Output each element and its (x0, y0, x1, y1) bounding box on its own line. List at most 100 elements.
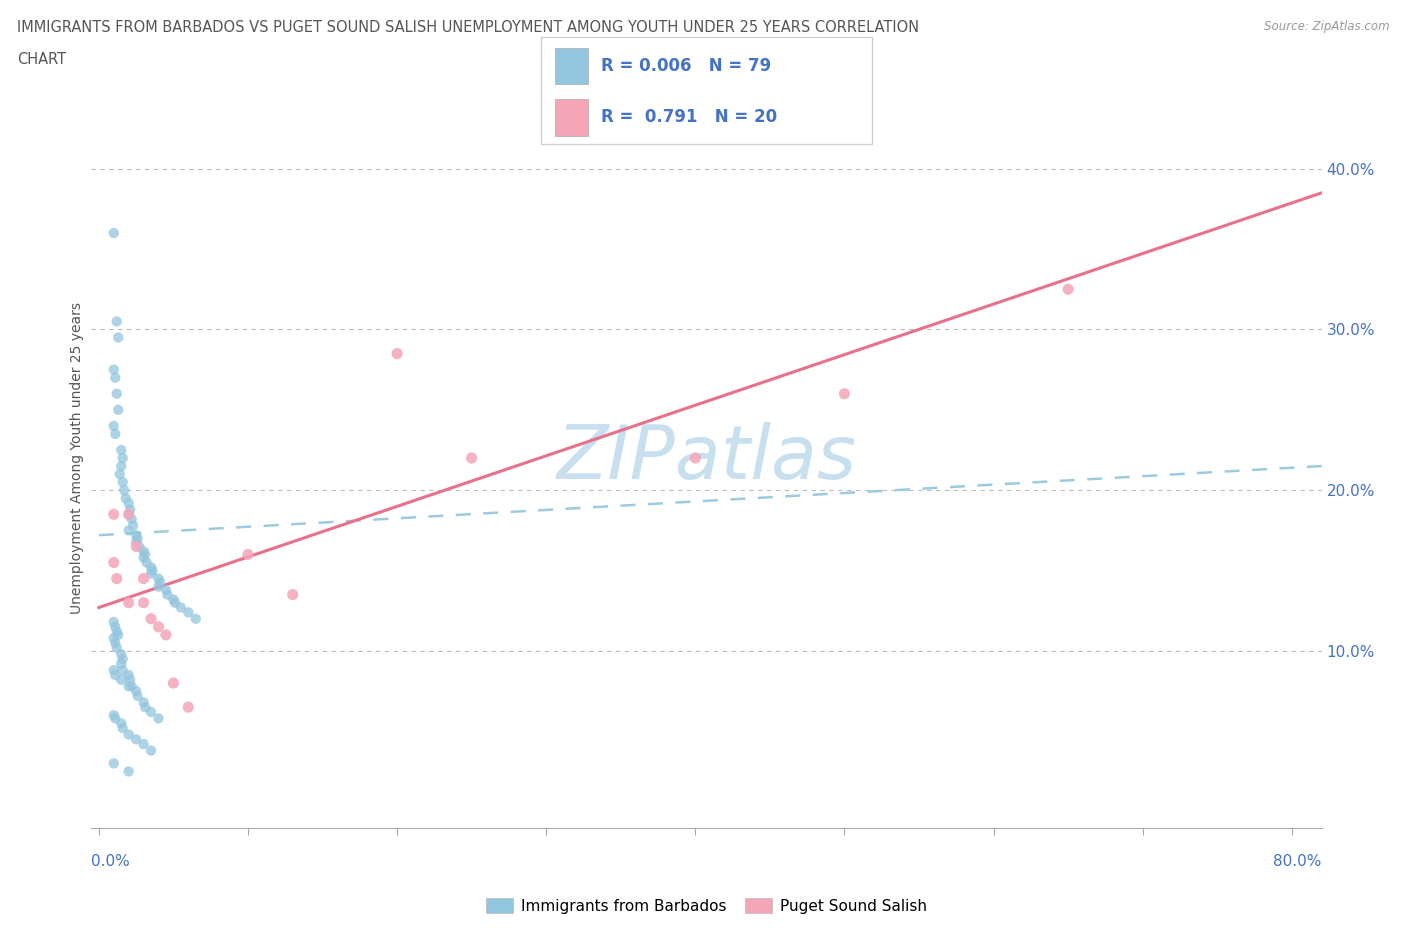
Point (162, 592, 184, 607)
Point (1057, 282, 1080, 297)
Point (111, 451, 134, 466)
Point (110, 458, 132, 473)
Point (103, 418, 125, 433)
Point (105, 640, 128, 655)
Text: CHART: CHART (17, 52, 66, 67)
Point (111, 652, 134, 667)
Point (132, 551, 155, 565)
Point (149, 575, 172, 590)
Text: Source: ZipAtlas.com: Source: ZipAtlas.com (1264, 20, 1389, 33)
Point (170, 600, 193, 615)
Text: ZIPatlas: ZIPatlas (557, 422, 856, 494)
Point (177, 699, 200, 714)
Point (155, 628, 177, 643)
Y-axis label: Unemployment Among Youth under 25 years: Unemployment Among Youth under 25 years (70, 302, 84, 614)
Legend: Immigrants from Barbados, Puget Sound Salish: Immigrants from Barbados, Puget Sound Sa… (479, 892, 934, 920)
Point (127, 531, 149, 546)
Point (834, 386, 856, 401)
Point (121, 679, 143, 694)
Point (125, 527, 148, 542)
Point (118, 507, 141, 522)
Point (107, 330, 129, 345)
Point (134, 699, 156, 714)
Point (125, 732, 148, 747)
Point (385, 346, 408, 361)
Point (104, 370, 127, 385)
Text: 80.0%: 80.0% (1274, 854, 1322, 869)
Point (118, 496, 141, 511)
Point (163, 595, 186, 610)
Point (118, 507, 141, 522)
Point (105, 386, 128, 401)
Point (127, 688, 149, 703)
Point (132, 695, 155, 710)
Point (111, 663, 134, 678)
Point (118, 764, 141, 779)
Point (118, 595, 141, 610)
Point (139, 705, 162, 720)
Point (112, 483, 135, 498)
Point (148, 711, 170, 725)
Point (105, 571, 128, 586)
Point (110, 443, 132, 458)
Point (110, 646, 132, 661)
Point (103, 226, 125, 241)
Point (125, 684, 148, 698)
Point (155, 582, 177, 597)
Point (162, 675, 184, 690)
Point (139, 611, 162, 626)
Point (120, 672, 142, 687)
Point (139, 566, 162, 581)
Point (104, 668, 127, 683)
Point (148, 619, 170, 634)
Point (125, 539, 148, 554)
Point (103, 708, 125, 723)
Point (128, 539, 150, 554)
Point (110, 657, 132, 671)
Point (103, 756, 125, 771)
Point (122, 518, 145, 533)
FancyBboxPatch shape (554, 48, 588, 85)
Point (118, 668, 141, 683)
Point (177, 604, 200, 619)
Point (103, 663, 125, 678)
Point (104, 711, 127, 725)
Point (118, 523, 141, 538)
Point (104, 427, 127, 442)
Point (108, 467, 131, 482)
Point (120, 502, 142, 517)
Point (110, 672, 132, 687)
Point (148, 571, 170, 586)
Point (156, 587, 179, 602)
Point (110, 716, 132, 731)
Point (132, 737, 155, 751)
Point (111, 721, 134, 736)
Point (103, 555, 125, 570)
Point (105, 314, 128, 329)
Point (114, 491, 136, 506)
Point (103, 362, 125, 377)
Text: 0.0%: 0.0% (91, 854, 131, 869)
Point (141, 563, 163, 578)
Point (103, 631, 125, 645)
Point (121, 512, 143, 526)
Point (184, 611, 207, 626)
Point (107, 403, 129, 418)
Point (104, 619, 127, 634)
Point (118, 727, 141, 742)
Point (107, 628, 129, 643)
Point (103, 507, 125, 522)
Text: R =  0.791   N = 20: R = 0.791 N = 20 (600, 109, 778, 126)
Point (111, 474, 134, 489)
Point (460, 451, 482, 466)
Point (148, 579, 170, 594)
Point (139, 560, 162, 575)
Point (236, 547, 259, 562)
Point (281, 587, 304, 602)
Point (105, 624, 128, 639)
Point (104, 635, 127, 650)
Text: R = 0.006   N = 79: R = 0.006 N = 79 (600, 57, 770, 75)
Point (139, 743, 162, 758)
Point (118, 679, 141, 694)
Point (132, 544, 155, 559)
